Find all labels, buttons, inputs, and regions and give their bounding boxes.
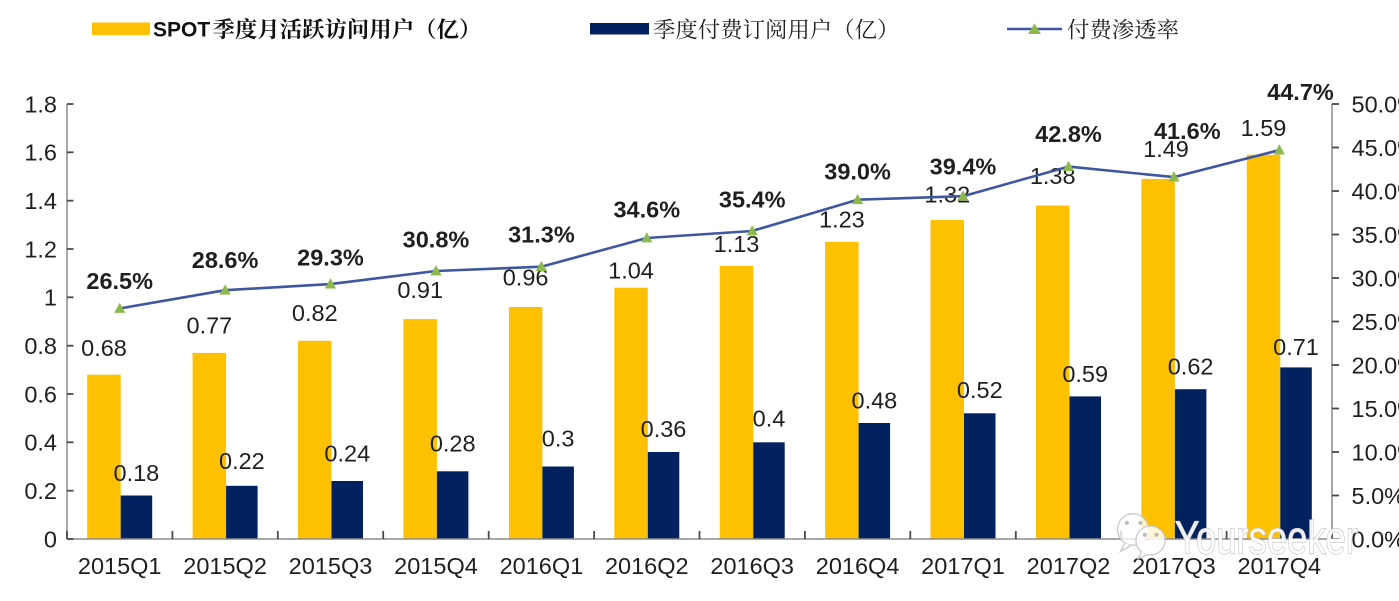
svg-text:1: 1 xyxy=(44,285,57,311)
svg-text:1.59: 1.59 xyxy=(1241,115,1287,141)
svg-text:SPOT: SPOT xyxy=(153,19,210,42)
svg-text:40.0%: 40.0% xyxy=(1352,178,1399,204)
svg-text:2016Q2: 2016Q2 xyxy=(605,553,689,579)
svg-text:1.04: 1.04 xyxy=(608,257,654,283)
svg-text:0.24: 0.24 xyxy=(324,441,370,467)
svg-text:0.6: 0.6 xyxy=(24,381,57,407)
svg-text:10.0%: 10.0% xyxy=(1352,439,1399,465)
svg-text:0.4: 0.4 xyxy=(753,406,786,432)
svg-text:0.3: 0.3 xyxy=(542,426,575,452)
svg-text:15.0%: 15.0% xyxy=(1352,396,1399,422)
svg-text:0.48: 0.48 xyxy=(852,387,898,413)
svg-text:2015Q3: 2015Q3 xyxy=(289,553,373,579)
svg-text:44.7%: 44.7% xyxy=(1267,79,1334,105)
svg-text:1.4: 1.4 xyxy=(24,188,57,214)
svg-text:2015Q4: 2015Q4 xyxy=(394,553,478,579)
svg-text:1.8: 1.8 xyxy=(24,91,57,117)
svg-text:5.0%: 5.0% xyxy=(1352,483,1399,509)
svg-text:2017Q1: 2017Q1 xyxy=(921,553,1005,579)
svg-text:41.6%: 41.6% xyxy=(1154,118,1221,144)
svg-text:39.0%: 39.0% xyxy=(824,159,891,185)
svg-text:50.0%: 50.0% xyxy=(1352,91,1399,117)
svg-text:0.36: 0.36 xyxy=(641,416,687,442)
svg-text:0.2: 0.2 xyxy=(24,478,57,504)
svg-text:0.59: 0.59 xyxy=(1062,361,1108,387)
svg-text:45.0%: 45.0% xyxy=(1352,135,1399,161)
svg-text:2016Q3: 2016Q3 xyxy=(710,553,794,579)
svg-text:26.5%: 26.5% xyxy=(86,268,153,294)
svg-text:0.62: 0.62 xyxy=(1168,353,1214,379)
svg-text:2016Q1: 2016Q1 xyxy=(500,553,584,579)
svg-text:35.4%: 35.4% xyxy=(719,187,786,213)
svg-text:31.3%: 31.3% xyxy=(508,222,575,248)
svg-text:42.8%: 42.8% xyxy=(1035,121,1102,147)
svg-text:2016Q4: 2016Q4 xyxy=(816,553,900,579)
svg-text:0.91: 0.91 xyxy=(397,277,443,303)
svg-text:1.6: 1.6 xyxy=(24,140,57,166)
svg-text:0.0%: 0.0% xyxy=(1352,526,1399,552)
svg-text:35.0%: 35.0% xyxy=(1352,222,1399,248)
svg-text:34.6%: 34.6% xyxy=(613,196,680,222)
svg-text:0.28: 0.28 xyxy=(430,431,476,457)
svg-text:0.71: 0.71 xyxy=(1273,334,1319,360)
svg-text:30.0%: 30.0% xyxy=(1352,265,1399,291)
svg-text:28.6%: 28.6% xyxy=(192,247,259,273)
svg-text:0.82: 0.82 xyxy=(292,300,338,326)
svg-text:0.4: 0.4 xyxy=(24,430,57,456)
svg-text:25.0%: 25.0% xyxy=(1352,309,1399,335)
svg-text:0.22: 0.22 xyxy=(219,448,265,474)
svg-text:30.8%: 30.8% xyxy=(403,227,470,253)
svg-text:2015Q2: 2015Q2 xyxy=(183,553,267,579)
svg-text:29.3%: 29.3% xyxy=(297,244,364,270)
svg-text:0.68: 0.68 xyxy=(81,335,127,361)
svg-text:0: 0 xyxy=(44,526,57,552)
svg-text:0.52: 0.52 xyxy=(957,377,1003,403)
svg-text:0.77: 0.77 xyxy=(187,312,233,338)
svg-text:0.8: 0.8 xyxy=(24,333,57,359)
svg-text:1.2: 1.2 xyxy=(24,236,57,262)
svg-text:20.0%: 20.0% xyxy=(1352,352,1399,378)
svg-text:Yourseeker: Yourseeker xyxy=(1175,512,1358,564)
svg-text:39.4%: 39.4% xyxy=(930,154,997,180)
svg-text:2015Q1: 2015Q1 xyxy=(78,553,162,579)
svg-text:0.18: 0.18 xyxy=(114,460,160,486)
svg-text:2017Q2: 2017Q2 xyxy=(1027,553,1111,579)
